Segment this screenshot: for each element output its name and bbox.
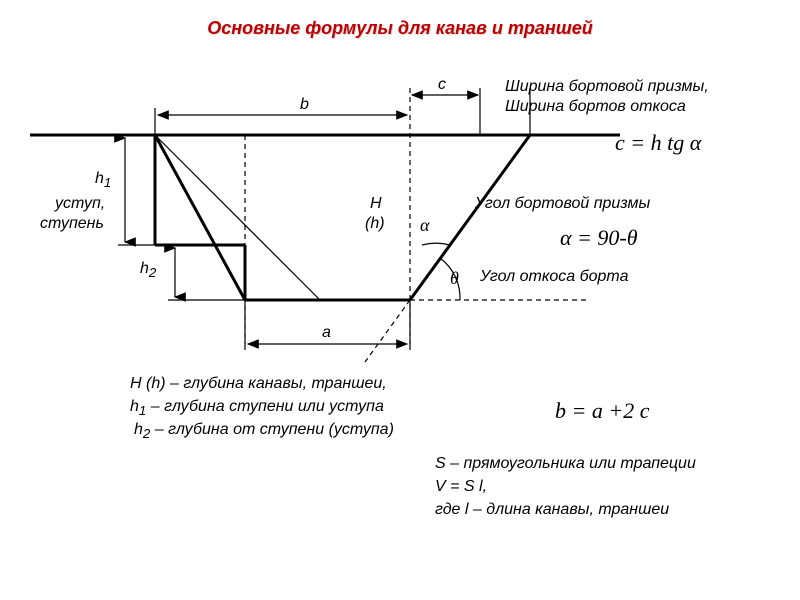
label-shirina1: Ширина бортовой призмы, xyxy=(505,78,709,96)
label-ugol-prizmy: Угол бортовой призмы xyxy=(475,195,650,213)
label-alpha: α xyxy=(420,215,429,236)
label-c: c xyxy=(438,76,446,94)
def-S: S – прямоугольника или трапеции xyxy=(435,455,696,473)
def-h1: h1 – глубина ступени или уступа xyxy=(130,398,384,418)
formula-alpha: α = 90-θ xyxy=(560,225,638,251)
page-title: Основные формулы для канав и траншей xyxy=(0,18,800,39)
arc-alpha xyxy=(422,243,450,245)
label-shirina2: Ширина бортов откоса xyxy=(505,98,686,116)
step-diagonal xyxy=(155,135,320,300)
label-H1: H xyxy=(370,195,382,213)
label-H2: (h) xyxy=(365,215,385,233)
def-l: где l – длина канавы, траншеи xyxy=(435,501,669,519)
label-a: a xyxy=(322,324,331,342)
label-theta: θ xyxy=(450,268,459,289)
def-V: V = S l, xyxy=(435,478,487,496)
dash-slope-ext xyxy=(365,300,410,362)
label-ustup2: ступень xyxy=(40,215,104,233)
left-slope xyxy=(155,135,245,300)
def-h2: h2 – глубина от ступени (уступа) xyxy=(134,421,394,441)
label-ustup1: уступ, xyxy=(55,195,105,213)
label-b: b xyxy=(300,96,309,114)
label-ugol-otkosa: Угол откоса борта xyxy=(480,268,628,286)
label-h1: h1 xyxy=(95,170,111,190)
label-h2: h2 xyxy=(140,260,156,280)
formula-c: c = h tg α xyxy=(615,130,701,156)
def-Hh: H (h) – глубина канавы, траншеи, xyxy=(130,375,387,393)
formula-b: b = a +2 c xyxy=(555,398,649,424)
